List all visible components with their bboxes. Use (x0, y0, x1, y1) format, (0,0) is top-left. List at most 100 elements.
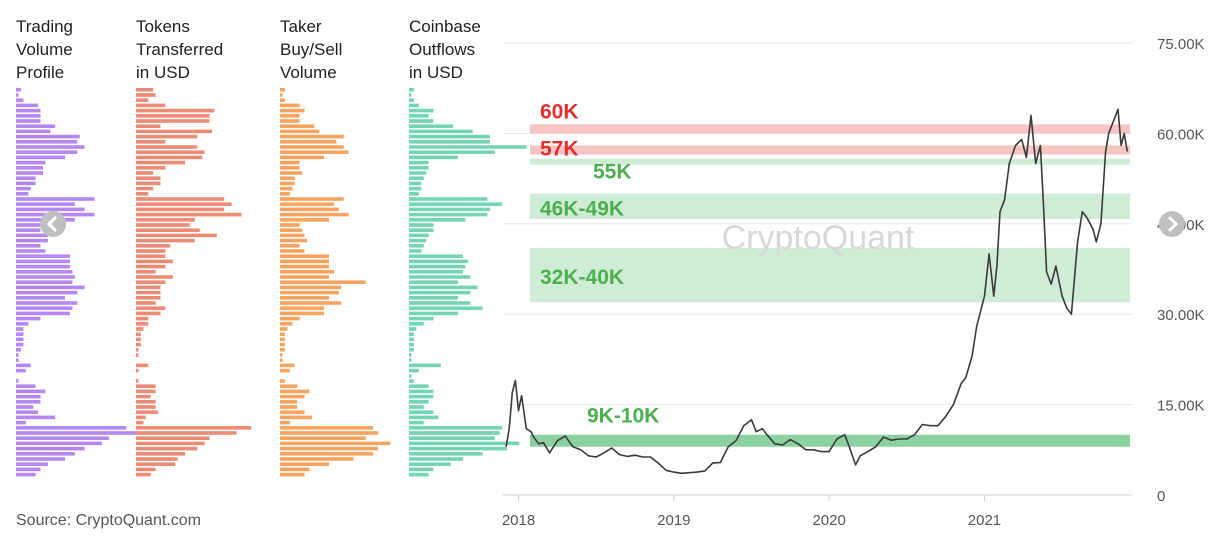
nav-right-button[interactable] (1159, 211, 1185, 237)
profile-bar (280, 233, 305, 238)
profile-bar (409, 431, 500, 435)
profile-bar (280, 212, 349, 217)
profile-bar (16, 228, 41, 232)
profile-bar (409, 254, 463, 258)
profile-bar (409, 290, 471, 295)
profile-bar (16, 431, 139, 435)
profile-bar (136, 171, 154, 175)
profile-bar (16, 301, 78, 305)
profile-bar (136, 207, 225, 212)
profile-bar (280, 150, 349, 154)
profile-bar (136, 332, 141, 336)
profile-bar (280, 405, 298, 409)
profile-bar (136, 202, 232, 206)
profile-bar (16, 103, 39, 108)
zone-band (530, 247, 1130, 303)
profile-bar (280, 202, 334, 206)
profile-header-line: Outflows (409, 40, 475, 59)
profile-bar (16, 353, 19, 357)
profile-bar (16, 368, 26, 373)
profile-header-line: Tokens (136, 17, 190, 36)
profile-bar (16, 296, 65, 300)
profile-bar (409, 160, 429, 165)
profile-bar (16, 176, 36, 180)
profile-bar (136, 181, 161, 186)
x-tick-label: 2021 (968, 512, 1001, 529)
profile-bar (136, 176, 161, 180)
profile-bar (280, 441, 391, 446)
profile-bar (280, 446, 378, 451)
profile-bar (280, 457, 354, 461)
profile-bar (136, 384, 156, 388)
profile-bar (280, 368, 290, 373)
profile-bar (280, 88, 285, 92)
profile-bar (409, 181, 422, 186)
zone-label: 46K-49K (540, 198, 624, 221)
profile-bar (409, 218, 466, 222)
profile-bar (409, 322, 424, 326)
profile-bar (409, 98, 414, 102)
profile-bar (16, 140, 78, 144)
profile-bar (409, 264, 466, 269)
profile-bar (16, 311, 70, 316)
profile-bar (16, 244, 41, 248)
profile-bar (409, 400, 429, 404)
profile-bar (280, 186, 293, 191)
profile-bar (16, 108, 41, 113)
profile-bar (409, 233, 429, 238)
profile-header-line: in USD (136, 63, 190, 82)
profile-bar (280, 124, 315, 128)
nav-left-button[interactable] (40, 211, 66, 237)
profile-bar (16, 145, 85, 149)
nav-left-circle[interactable] (40, 211, 66, 237)
chevron-right-icon (1167, 215, 1179, 233)
profile-bar (16, 348, 21, 352)
profile-bar (136, 114, 210, 118)
chevron-left-icon (46, 215, 58, 233)
profile-bar (136, 467, 156, 472)
profile-bar (16, 202, 75, 206)
profile-bar (136, 285, 161, 290)
profile-bar (409, 259, 468, 264)
profile-bar (16, 467, 41, 472)
profile-bar (409, 296, 458, 300)
profile-bar (280, 332, 285, 336)
profile-bar (409, 452, 483, 456)
profile-bar (409, 207, 490, 212)
profile-bar (409, 129, 473, 134)
profile-bar (136, 306, 166, 310)
profile-bar (16, 426, 127, 430)
profile-bar (16, 389, 46, 394)
profile-bar (280, 270, 334, 274)
profile-bar (16, 337, 24, 342)
profile-bar (409, 202, 503, 206)
profile-bar (280, 93, 283, 97)
profile-bar (136, 270, 156, 274)
profile-bar (280, 316, 300, 321)
profile-bar (136, 452, 185, 456)
profile-bar (16, 98, 24, 102)
profile-header-line: Transferred (136, 40, 223, 59)
profile-bar (409, 238, 427, 243)
profile-bar (280, 306, 325, 310)
profile-bar (136, 119, 210, 123)
profile-bar (280, 155, 325, 160)
profile-bar (16, 400, 41, 404)
profile-bar (16, 384, 36, 388)
profile-bar (280, 119, 300, 123)
profile-bar (409, 103, 419, 108)
profile-bar (136, 436, 210, 440)
profile-bar (136, 88, 154, 92)
profile-bar (16, 420, 26, 425)
profile-bar (280, 348, 285, 352)
profile-bar (409, 316, 434, 321)
profile-bar (280, 426, 374, 430)
profile-bar (136, 218, 195, 222)
nav-right-circle[interactable] (1159, 211, 1185, 237)
profile-bar (409, 171, 427, 175)
profile-bar (409, 389, 434, 394)
zone-label: 9K-10K (587, 405, 659, 428)
profile-bar (280, 384, 298, 388)
zone-label: 32K-40K (540, 266, 624, 289)
profile-bar (16, 254, 70, 258)
